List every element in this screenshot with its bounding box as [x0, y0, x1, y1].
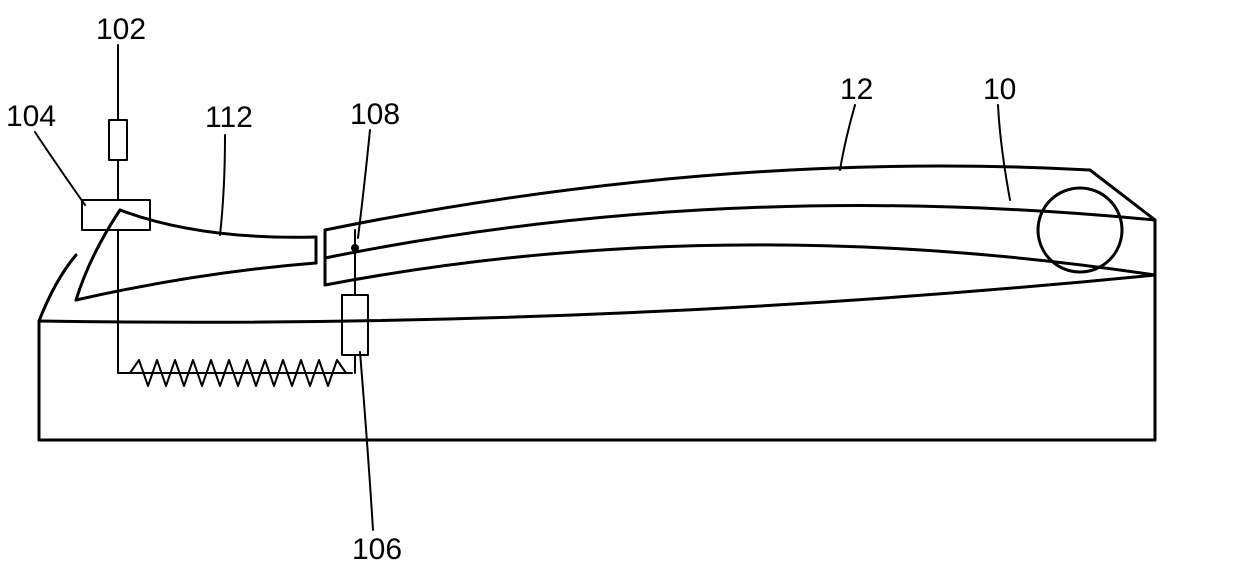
lead-l12: [840, 105, 855, 170]
nose-slab-bottom: [76, 263, 316, 300]
label-108: 108: [350, 100, 400, 130]
main-slab-top: [325, 166, 1090, 230]
label-10: 10: [983, 75, 1016, 105]
lead-l112: [220, 135, 225, 235]
nose-curve: [39, 255, 76, 321]
lead-l104: [35, 132, 85, 205]
main-slab-top-right: [1090, 170, 1155, 220]
label-112: 112: [205, 103, 253, 133]
resistor-102: [109, 120, 127, 160]
dot-108: [352, 245, 358, 251]
label-102: 102: [96, 15, 146, 45]
main-slab-mid: [325, 206, 1155, 258]
label-104: 104: [6, 102, 56, 132]
label-12: 12: [840, 75, 873, 105]
main-slab-bottom: [325, 245, 1155, 285]
lead-l10: [998, 105, 1010, 200]
box-106: [342, 295, 368, 355]
label-106: 106: [352, 535, 402, 565]
ball-10: [1038, 188, 1122, 272]
base-body: [39, 275, 1155, 440]
